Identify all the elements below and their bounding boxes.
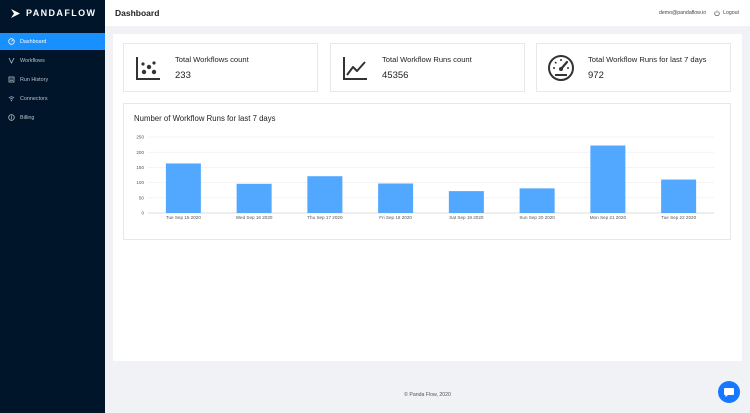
stat-card-workflows: Total Workflows count 233	[123, 43, 318, 92]
chart-bar[interactable]	[661, 179, 697, 213]
runs-chart-card: Number of Workflow Runs for last 7 days …	[123, 103, 731, 240]
stat-value: 233	[175, 69, 191, 81]
chart-bar[interactable]	[236, 183, 272, 213]
stat-label: Total Workflow Runs for last 7 days	[588, 54, 707, 64]
pandaflow-logo-icon	[11, 8, 20, 18]
chart-bar[interactable]	[165, 163, 201, 213]
sidebar-item-label: Billing	[20, 114, 35, 121]
y-tick-label: 100	[136, 180, 144, 185]
y-tick-label: 200	[136, 150, 144, 155]
footer-copyright: © Panda Flow, 2020	[404, 392, 451, 398]
sidebar-nav: Dashboard Workflows Run History Connecto…	[0, 33, 105, 128]
sidebar-item-label: Run History	[20, 76, 49, 83]
main-content: Total Workflows count 233 Total Workflow…	[113, 34, 742, 361]
x-tick-label: Fri Sep 18 2020	[379, 215, 412, 220]
chat-icon	[724, 388, 734, 397]
x-tick-label: Tue Sep 22 2020	[661, 215, 697, 220]
stat-card-runs-last-7-days: Total Workflow Runs for last 7 days 972	[536, 43, 731, 92]
billing-icon	[8, 114, 15, 121]
stat-label: Total Workflows count	[175, 54, 249, 64]
y-tick-label: 50	[139, 195, 145, 200]
sidebar: PANDAFLOW Dashboard Workflows Run Histor…	[0, 0, 105, 413]
top-header: Dashboard demo@pandaflow.io Logout	[105, 0, 750, 26]
x-tick-label: Sat Sep 19 2020	[449, 215, 484, 220]
y-tick-label: 150	[136, 165, 144, 170]
history-icon	[8, 76, 15, 83]
chart-bar[interactable]	[307, 176, 343, 213]
logout-label: Logout	[723, 10, 739, 16]
sidebar-item-label: Workflows	[20, 57, 45, 64]
chart-bar[interactable]	[519, 188, 555, 213]
stat-value: 45356	[382, 69, 409, 81]
y-tick-label: 250	[136, 135, 144, 140]
chart-bar[interactable]	[378, 183, 414, 213]
chart-bar[interactable]	[590, 145, 626, 213]
power-icon	[714, 10, 720, 16]
y-tick-label: 0	[141, 211, 144, 216]
dashboard-icon	[8, 38, 15, 45]
x-tick-label: Sun Sep 20 2020	[519, 215, 555, 220]
stat-label: Total Workflow Runs count	[382, 54, 472, 64]
scatter-chart-icon	[133, 53, 163, 83]
stat-value: 972	[588, 69, 604, 81]
sidebar-item-run-history[interactable]: Run History	[0, 71, 105, 88]
dashboard-gauge-icon	[546, 53, 576, 83]
x-tick-label: Mon Sep 21 2020	[590, 215, 627, 220]
stat-card-workflow-runs: Total Workflow Runs count 45356	[330, 43, 525, 92]
line-chart-icon	[340, 53, 370, 83]
sidebar-item-connectors[interactable]: Connectors	[0, 90, 105, 107]
x-tick-label: Tue Sep 15 2020	[166, 215, 202, 220]
brand-logo[interactable]: PANDAFLOW	[0, 0, 105, 26]
workflow-icon	[8, 57, 15, 64]
sidebar-item-label: Connectors	[20, 95, 48, 102]
chat-button[interactable]	[718, 381, 740, 403]
runs-bar-chart: 0 50 100 150 200 250 Tue Sep 15 2020 Wed Sep 16…	[136, 135, 714, 220]
logout-button[interactable]: Logout	[714, 10, 739, 16]
x-tick-label: Wed Sep 16 2020	[236, 215, 273, 220]
sidebar-item-dashboard[interactable]: Dashboard	[0, 33, 105, 50]
wifi-icon	[8, 95, 15, 102]
page-title: Dashboard	[115, 8, 160, 18]
sidebar-item-workflows[interactable]: Workflows	[0, 52, 105, 69]
chart-bar[interactable]	[448, 191, 484, 213]
brand-name: PANDAFLOW	[26, 8, 97, 18]
x-tick-label: Thu Sep 17 2020	[307, 215, 343, 220]
sidebar-item-billing[interactable]: Billing	[0, 109, 105, 126]
chart-title: Number of Workflow Runs for last 7 days	[134, 114, 276, 123]
user-email: demo@pandaflow.io	[659, 10, 707, 16]
sidebar-item-label: Dashboard	[20, 38, 47, 45]
